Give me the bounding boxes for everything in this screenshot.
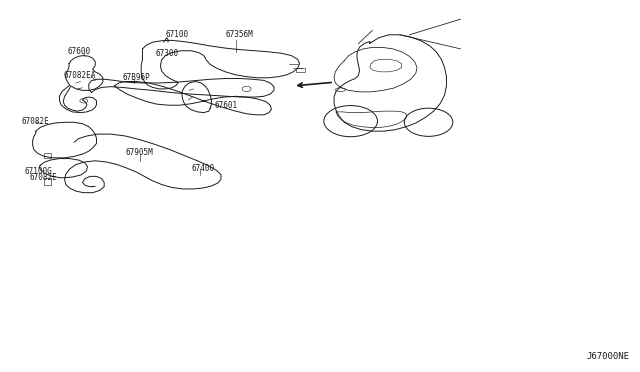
Bar [296,68,305,72]
Text: J67000NE: J67000NE [587,352,630,361]
Text: 67082E: 67082E [21,117,49,126]
Text: 67300: 67300 [156,49,179,58]
Bar [44,178,51,185]
Text: 67082E: 67082E [29,173,57,182]
Text: 67B96P: 67B96P [122,73,150,82]
Text: 67082EA: 67082EA [63,71,95,80]
Text: 67601: 67601 [214,101,237,110]
Text: 67905M: 67905M [125,148,153,157]
Text: 67100: 67100 [166,30,189,39]
Text: 67600: 67600 [68,47,91,56]
Text: 67356M: 67356M [225,30,253,39]
Bar [44,153,51,158]
Text: 67100G: 67100G [25,167,52,176]
Text: 67400: 67400 [191,164,214,173]
